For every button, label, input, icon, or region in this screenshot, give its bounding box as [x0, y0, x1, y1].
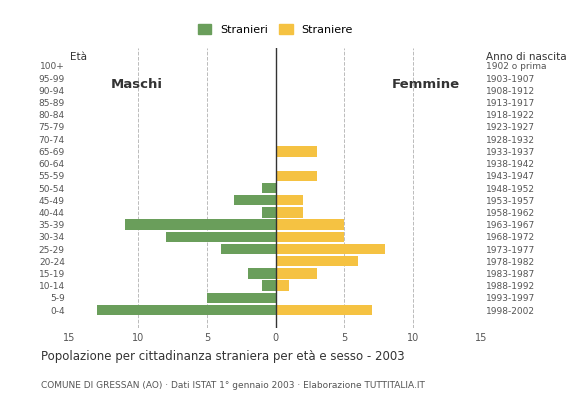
Bar — [220, 244, 276, 254]
Bar — [276, 171, 317, 181]
Bar — [276, 244, 385, 254]
Bar — [248, 268, 276, 279]
Text: Maschi: Maschi — [111, 78, 163, 91]
Bar — [276, 280, 289, 291]
Bar — [234, 195, 276, 205]
Bar — [125, 220, 276, 230]
Bar — [97, 305, 275, 315]
Bar — [207, 293, 276, 303]
Text: Età: Età — [70, 52, 86, 62]
Bar — [276, 220, 344, 230]
Bar — [276, 146, 317, 156]
Bar — [262, 183, 275, 193]
Bar — [276, 207, 303, 218]
Text: Anno di nascita: Anno di nascita — [485, 52, 566, 62]
Text: Popolazione per cittadinanza straniera per età e sesso - 2003: Popolazione per cittadinanza straniera p… — [41, 350, 404, 363]
Legend: Stranieri, Straniere: Stranieri, Straniere — [194, 20, 357, 39]
Bar — [276, 195, 303, 205]
Bar — [166, 232, 276, 242]
Text: COMUNE DI GRESSAN (AO) · Dati ISTAT 1° gennaio 2003 · Elaborazione TUTTITALIA.IT: COMUNE DI GRESSAN (AO) · Dati ISTAT 1° g… — [41, 381, 425, 390]
Bar — [276, 232, 344, 242]
Bar — [262, 207, 275, 218]
Bar — [262, 280, 275, 291]
Bar — [276, 305, 372, 315]
Bar — [276, 268, 317, 279]
Text: Femmine: Femmine — [392, 78, 461, 91]
Bar — [276, 256, 358, 266]
